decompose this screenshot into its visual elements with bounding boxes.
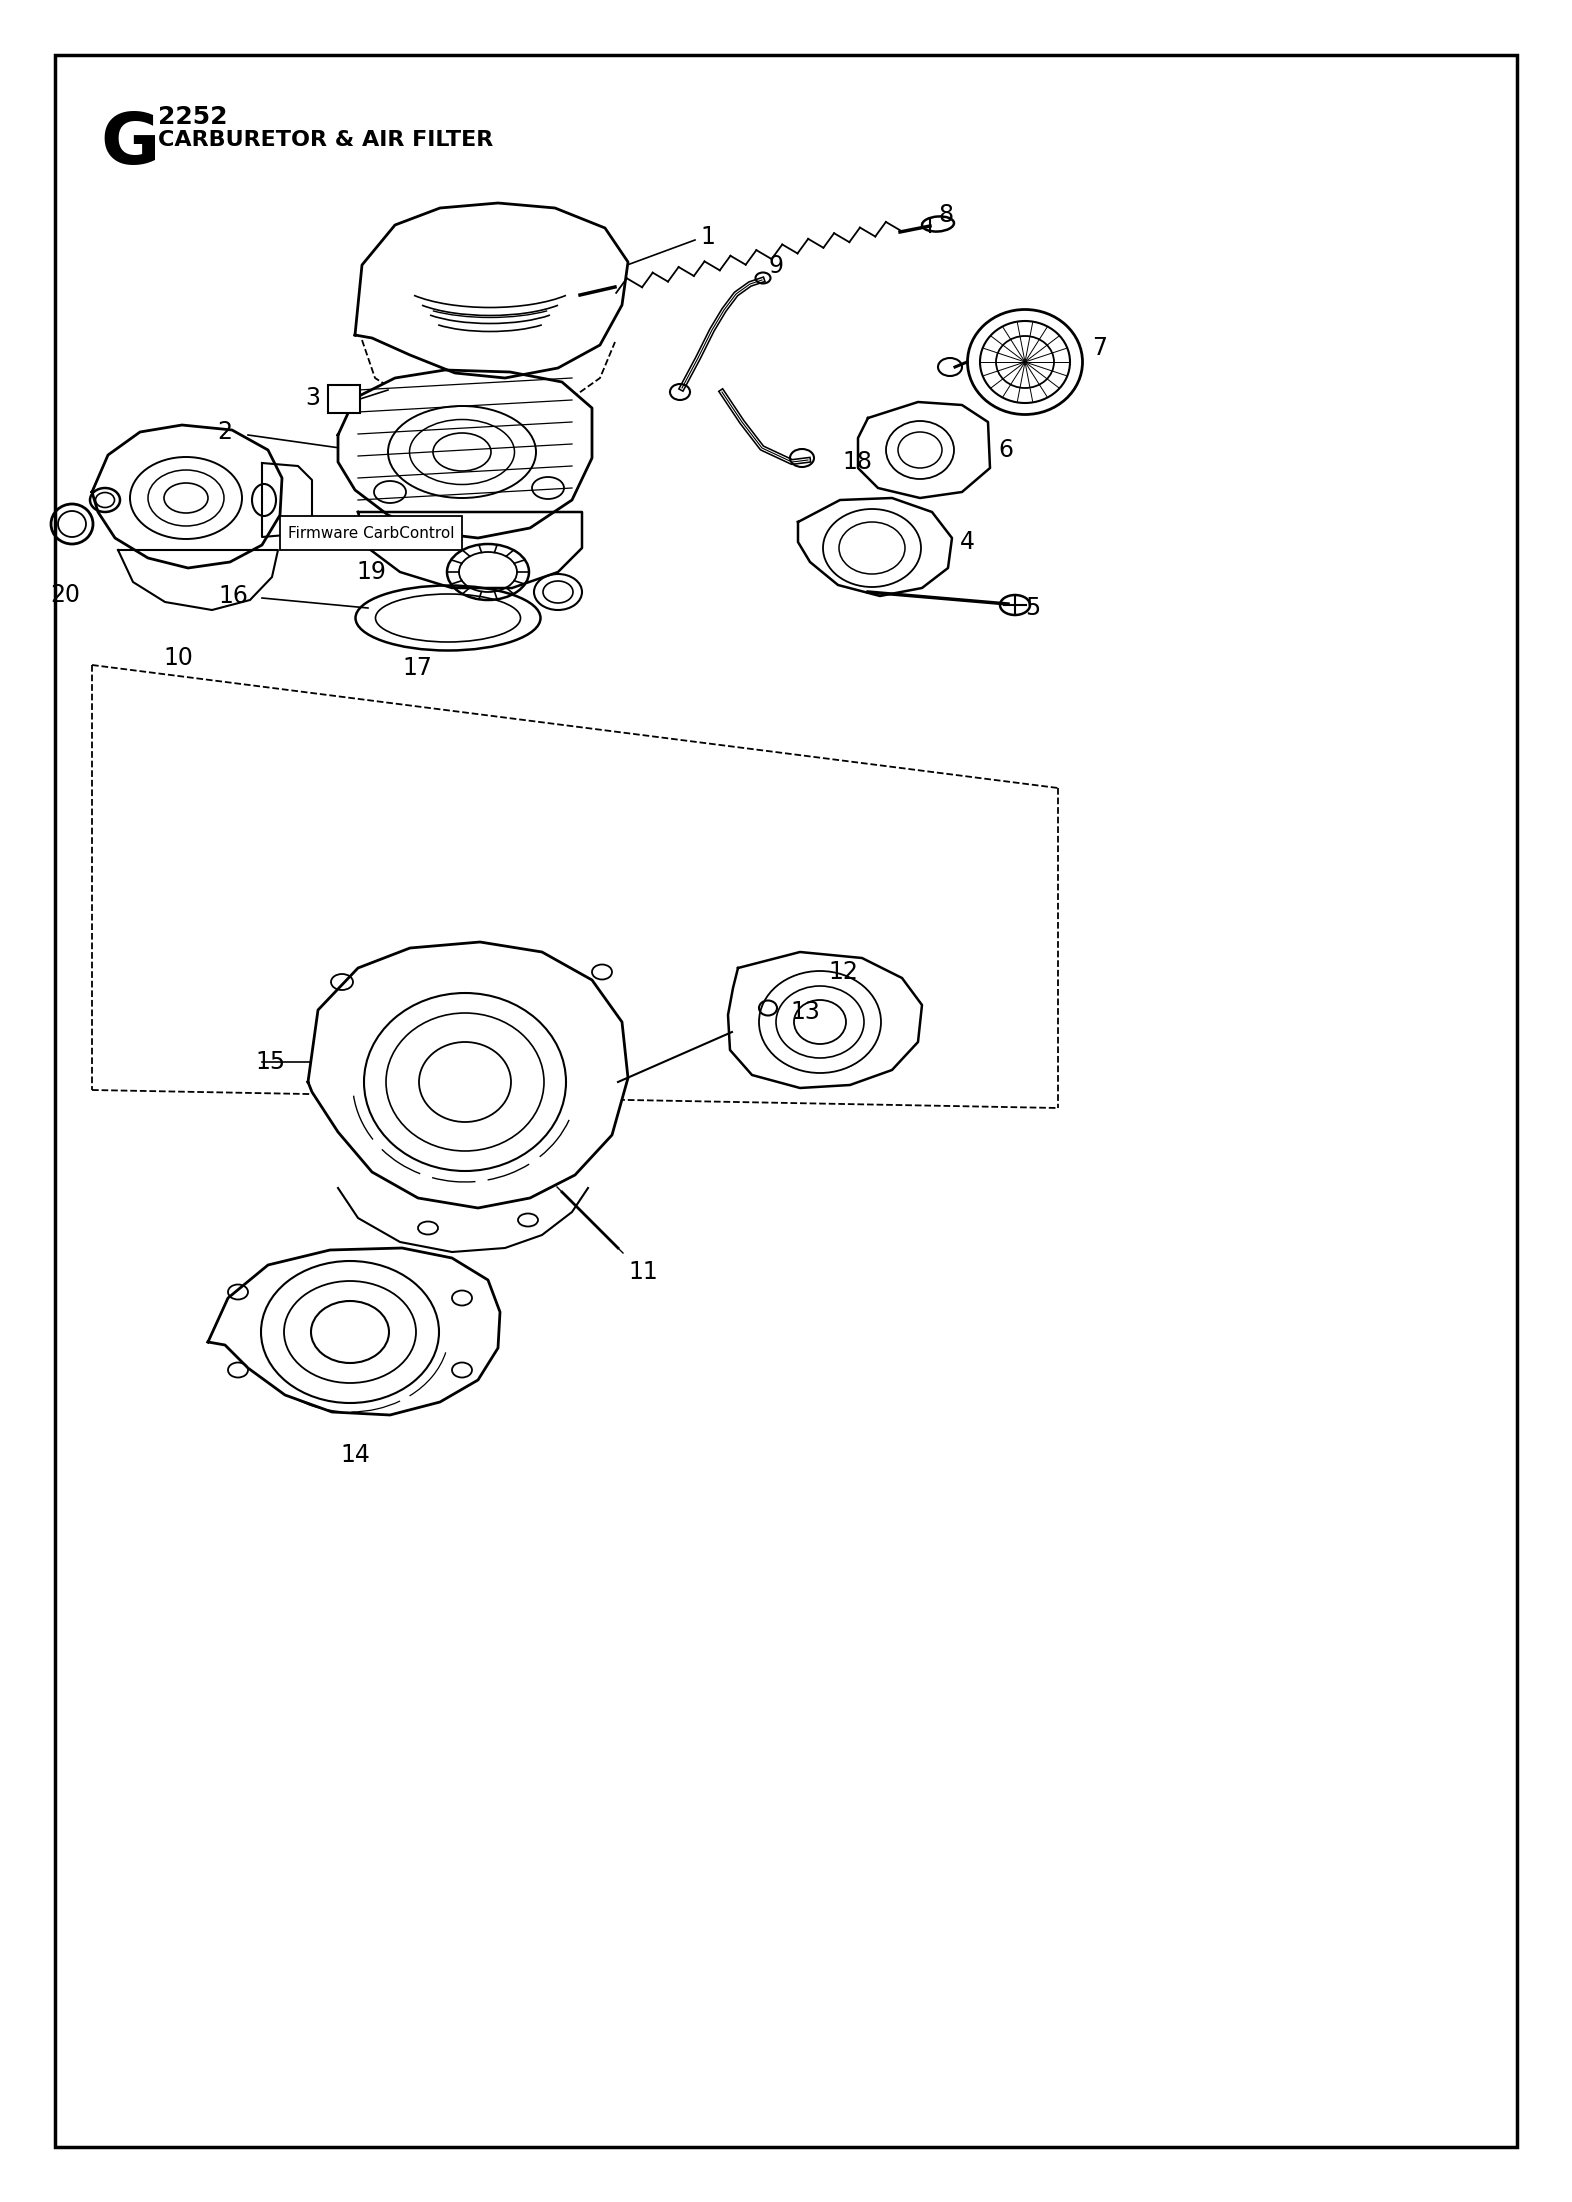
Text: 7: 7 (1093, 337, 1107, 359)
Text: 20: 20 (50, 584, 80, 608)
Polygon shape (263, 462, 311, 537)
Text: 2252: 2252 (159, 106, 228, 130)
Text: 3: 3 (305, 385, 321, 410)
Text: 4: 4 (960, 531, 975, 555)
Text: 6: 6 (998, 438, 1012, 462)
Text: Firmware CarbControl: Firmware CarbControl (288, 526, 454, 539)
Text: 18: 18 (843, 449, 872, 473)
FancyBboxPatch shape (280, 515, 462, 550)
Text: G: G (101, 110, 159, 178)
Polygon shape (355, 203, 627, 379)
Text: 5: 5 (1025, 597, 1041, 621)
Text: 19: 19 (357, 559, 387, 584)
Polygon shape (358, 513, 582, 588)
Text: 16: 16 (219, 584, 248, 608)
Text: 11: 11 (627, 1260, 657, 1284)
Text: 12: 12 (828, 960, 858, 984)
Text: 14: 14 (340, 1442, 369, 1467)
Polygon shape (93, 425, 281, 568)
Text: 10: 10 (163, 645, 193, 669)
Polygon shape (728, 951, 923, 1088)
Text: 9: 9 (769, 253, 783, 277)
Text: 17: 17 (402, 656, 432, 680)
Polygon shape (858, 403, 990, 498)
Text: CARBURETOR & AIR FILTER: CARBURETOR & AIR FILTER (159, 130, 494, 150)
Text: 8: 8 (938, 203, 953, 227)
Polygon shape (338, 370, 593, 537)
FancyBboxPatch shape (329, 385, 360, 414)
Polygon shape (799, 498, 953, 597)
Text: 15: 15 (255, 1050, 285, 1075)
Polygon shape (208, 1249, 500, 1416)
FancyBboxPatch shape (55, 55, 1517, 2147)
Text: 13: 13 (791, 1000, 821, 1024)
Polygon shape (308, 942, 627, 1209)
Text: 2: 2 (217, 421, 233, 445)
Text: 1: 1 (700, 225, 715, 249)
Polygon shape (118, 550, 278, 610)
